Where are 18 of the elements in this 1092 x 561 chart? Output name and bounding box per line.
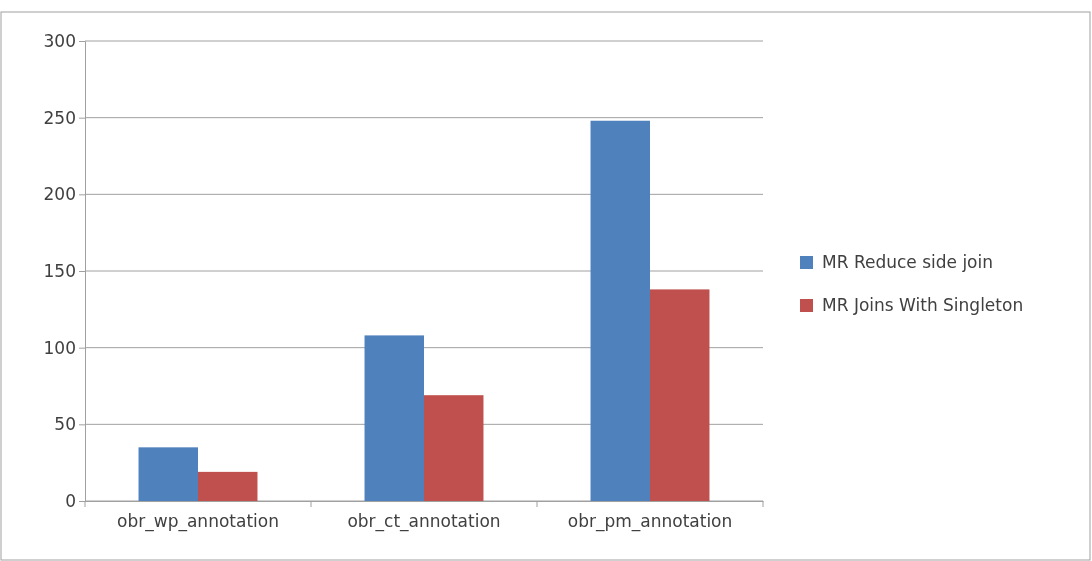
bar: [138, 447, 198, 501]
x-tick-label: obr_wp_annotation: [117, 511, 279, 533]
bar: [650, 289, 710, 501]
y-tick-label: 100: [43, 337, 76, 358]
x-tick-label: obr_ct_annotation: [347, 511, 501, 533]
y-tick-label: 0: [65, 490, 76, 511]
y-tick-label: 250: [43, 107, 76, 128]
x-tick-label: obr_pm_annotation: [567, 511, 733, 533]
bar: [364, 335, 424, 501]
legend-label: MR Reduce side join: [822, 252, 994, 272]
y-tick-label: 50: [54, 414, 76, 435]
y-tick-label: 200: [43, 184, 76, 205]
legend-label: MR Joins With Singleton: [822, 295, 1024, 315]
y-tick-label: 300: [43, 30, 76, 51]
bar: [424, 395, 484, 501]
bar: [198, 471, 258, 501]
bar: [590, 120, 650, 501]
y-tick-label: 150: [43, 260, 76, 281]
